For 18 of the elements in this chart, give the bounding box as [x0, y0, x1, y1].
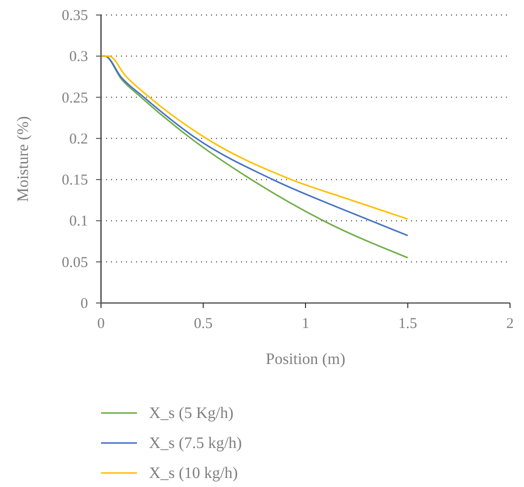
x-axis-title: Position (m)	[266, 351, 346, 368]
x-tick-label: 2	[506, 316, 514, 332]
x-tick-label: 0.5	[194, 316, 213, 332]
y-axis-title: Moisture (%)	[15, 116, 32, 202]
legend-label: X_s (10 kg/h)	[149, 465, 238, 482]
y-tick-label: 0.1	[69, 214, 88, 230]
y-tick-label: 0.35	[62, 8, 88, 24]
legend-label: X_s (5 Kg/h)	[149, 405, 234, 422]
x-tick-label: 0	[97, 316, 105, 332]
y-tick-label: 0.05	[62, 254, 88, 271]
y-tick-label: 0	[80, 296, 88, 312]
y-tick-label: 0.15	[62, 172, 88, 189]
x-tick-label: 1	[302, 316, 310, 332]
y-tick-label: 0.25	[62, 90, 88, 106]
y-tick-label: 0.3	[69, 49, 88, 66]
legend-label: X_s (7.5 kg/h)	[149, 435, 242, 452]
y-tick-label: 0.2	[69, 131, 88, 148]
x-tick-label: 1.5	[398, 316, 418, 332]
